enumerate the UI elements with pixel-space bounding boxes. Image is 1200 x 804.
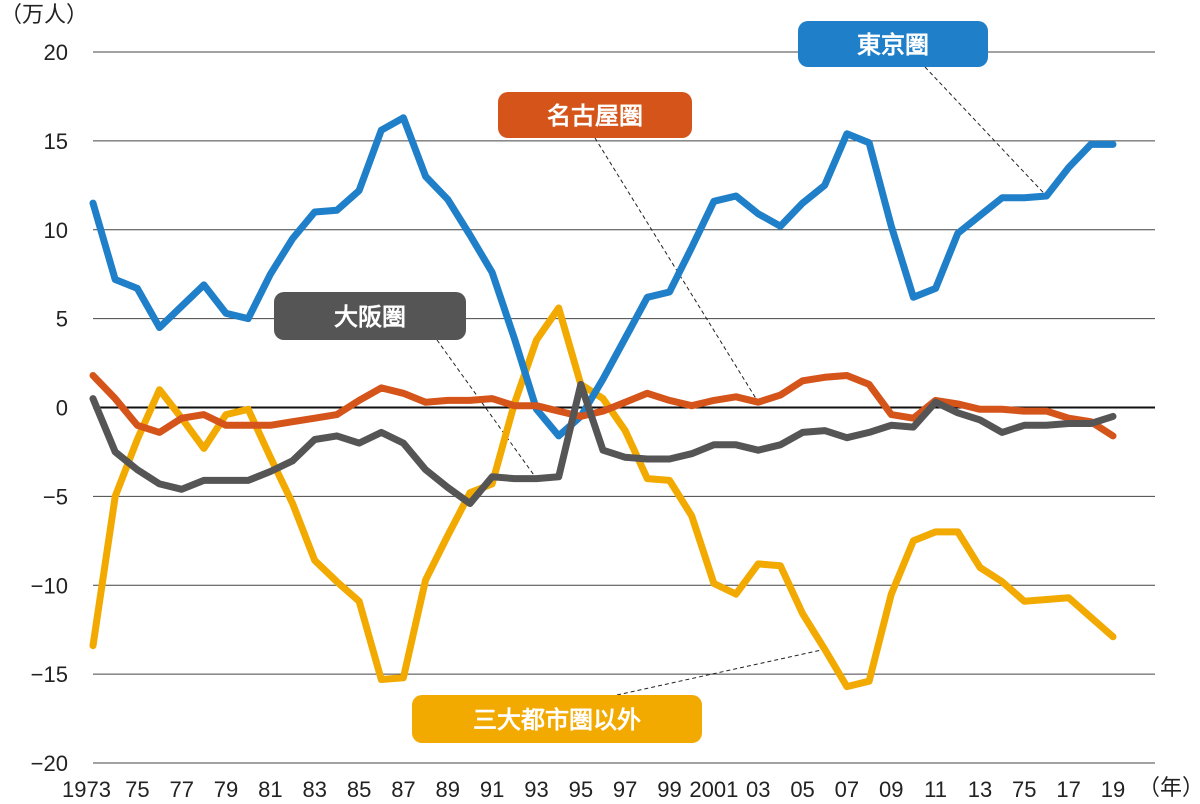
- x-tick-label: 79: [214, 777, 238, 802]
- x-tick-label: 1973: [62, 777, 111, 802]
- x-tick-label: 09: [879, 777, 903, 802]
- label-other-text: 三大都市圏以外: [473, 706, 641, 734]
- series-labels: 東京圏 名古屋圏 大阪圏 三大都市圏以外: [274, 21, 988, 743]
- label-osaka: 大阪圏: [274, 292, 466, 340]
- label-other: 三大都市圏以外: [412, 695, 702, 743]
- x-tick-label: 05: [790, 777, 814, 802]
- x-tick-label: 19: [1101, 777, 1125, 802]
- x-tick-label: 75: [125, 777, 149, 802]
- x-tick-label: 81: [258, 777, 282, 802]
- y-tick-label: 20: [44, 40, 68, 65]
- x-tick-label: 95: [569, 777, 593, 802]
- y-tick-label: −20: [31, 751, 68, 776]
- label-tokyo-box: [798, 21, 988, 67]
- x-tick-label: 85: [347, 777, 371, 802]
- x-axis-tick-labels: 1973 75 77 79 81 83 85 87 89 91 93 95 97 99 2001 03 05 07…: [62, 777, 1125, 802]
- series-other: [89, 304, 1117, 691]
- y-tick-label: −15: [31, 662, 68, 687]
- label-osaka-box: [274, 292, 466, 340]
- x-tick-label: 11: [924, 777, 947, 802]
- y-tick-label: −5: [43, 484, 68, 509]
- x-tick-label: 17: [1056, 777, 1080, 802]
- grid-lines: [93, 51, 1155, 764]
- y-tick-label: 0: [56, 396, 68, 421]
- y-tick-label: 15: [44, 129, 68, 154]
- series-osaka: [89, 380, 1117, 507]
- label-nagoya-box: [498, 92, 692, 138]
- x-axis-unit: （年）: [1138, 776, 1200, 801]
- y-tick-label: 5: [56, 307, 68, 332]
- y-axis-unit: （万人）: [0, 3, 88, 28]
- label-tokyo: 東京圏: [798, 21, 988, 67]
- series-tokyo: [89, 114, 1117, 440]
- label-tokyo-text: 東京圏: [857, 31, 929, 59]
- x-tick-label: 91: [480, 777, 504, 802]
- y-tick-label: −10: [31, 573, 68, 598]
- x-tick-label: 89: [436, 777, 460, 802]
- x-tick-label: 97: [613, 777, 637, 802]
- label-osaka-text: 大阪圏: [334, 303, 406, 331]
- x-tick-label: 13: [968, 777, 992, 802]
- x-tick-label: 87: [391, 777, 415, 802]
- x-tick-label: 99: [657, 777, 681, 802]
- x-tick-label: 75: [1012, 777, 1036, 802]
- series-lines: [89, 114, 1117, 691]
- label-other-box: [412, 695, 702, 743]
- label-nagoya-text: 名古屋圏: [547, 102, 643, 130]
- x-tick-label: 83: [302, 777, 326, 802]
- x-tick-label: 93: [524, 777, 548, 802]
- leader-line: [924, 66, 1047, 197]
- leader-line: [616, 648, 825, 696]
- y-tick-label: 10: [44, 218, 68, 243]
- series-nagoya: [89, 372, 1117, 440]
- y-axis-tick-labels: 20 15 10 5 0 −5 −10 −15 −20: [31, 40, 68, 776]
- label-nagoya: 名古屋圏: [498, 92, 692, 138]
- x-tick-label: 07: [835, 777, 859, 802]
- x-tick-label: 03: [746, 777, 770, 802]
- x-tick-label: 77: [169, 777, 193, 802]
- x-tick-label: 2001: [689, 777, 738, 802]
- leader-line: [436, 339, 537, 479]
